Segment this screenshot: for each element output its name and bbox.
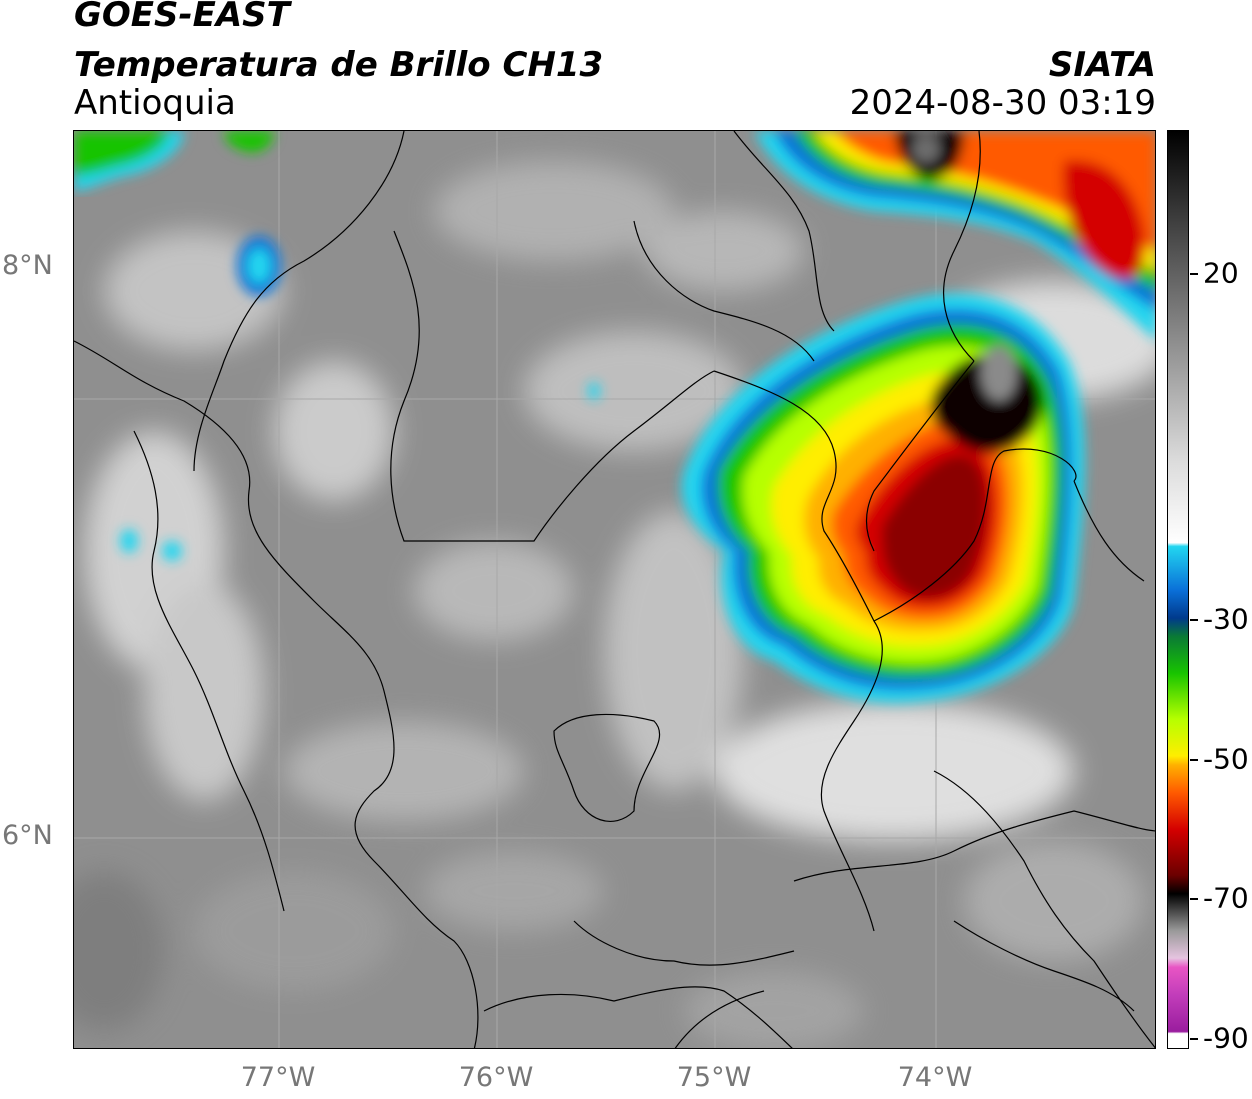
colorbar-label-20: 20 <box>1203 256 1239 290</box>
product-title: Temperatura de Brillo CH13 <box>74 45 604 85</box>
colorbar-tick <box>1190 619 1198 621</box>
colorbar-label-minus30: -30 <box>1203 602 1249 636</box>
cloud-cell-northwest <box>74 131 274 191</box>
lon-label-77w: 77°W <box>240 1062 316 1093</box>
borders <box>74 131 1155 1048</box>
colorbar-tick <box>1190 273 1198 275</box>
lon-label-75w: 75°W <box>676 1062 752 1093</box>
colorbar-label-minus70: -70 <box>1203 881 1249 915</box>
storm-cell-north <box>754 131 1155 340</box>
colorbar-tick <box>1190 1038 1198 1040</box>
colorbar-tick <box>1190 759 1198 761</box>
cloud-fragments <box>120 236 600 561</box>
satellite-map[interactable] <box>73 130 1156 1049</box>
lat-label-8n: 8°N <box>2 250 53 281</box>
colorbar <box>1167 130 1189 1049</box>
timestamp: 2024-08-30 03:19 <box>849 83 1156 123</box>
colorbar-label-minus90: -90 <box>1203 1021 1249 1055</box>
colorbar-tick <box>1190 898 1198 900</box>
colorbar-label-minus50: -50 <box>1203 742 1249 776</box>
organization-label: SIATA <box>1048 45 1156 85</box>
satellite-title: GOES-EAST <box>74 0 290 35</box>
lon-label-76w: 76°W <box>458 1062 534 1093</box>
lon-label-74w: 74°W <box>897 1062 973 1093</box>
lat-label-6n: 6°N <box>2 820 53 851</box>
region-label: Antioquia <box>74 83 236 123</box>
